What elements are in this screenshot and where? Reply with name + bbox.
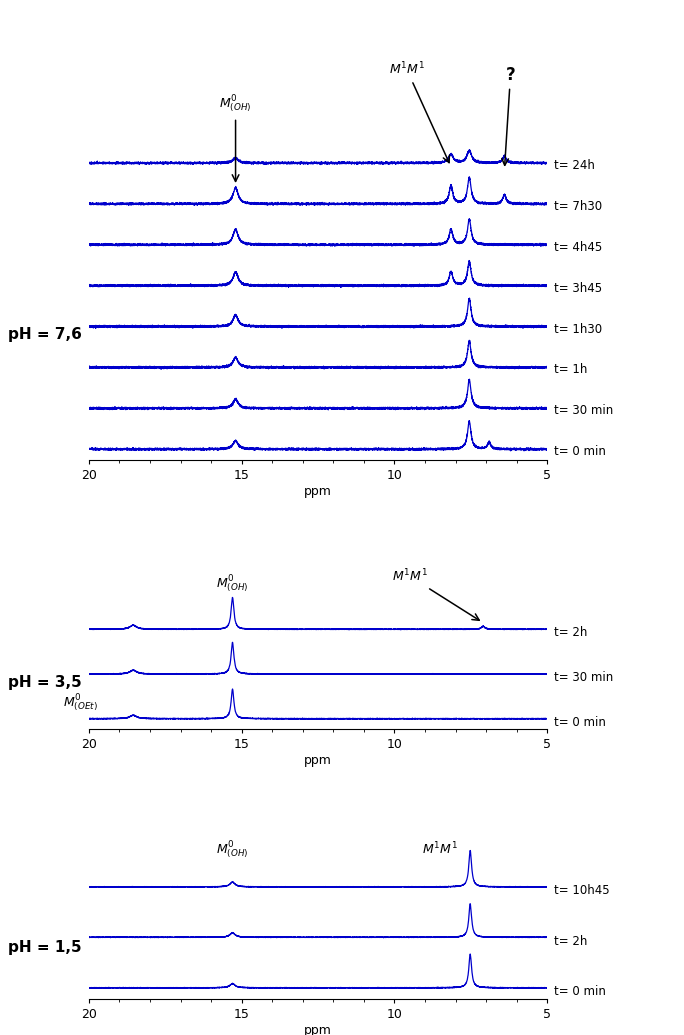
Text: $M^0_{(OH)}$: $M^0_{(OH)}$	[216, 839, 249, 861]
Text: t= 2h: t= 2h	[554, 935, 588, 948]
X-axis label: ppm: ppm	[304, 755, 332, 767]
Text: t= 2h: t= 2h	[554, 626, 588, 640]
Text: t= 10h45: t= 10h45	[554, 884, 609, 897]
Text: t= 7h30: t= 7h30	[554, 200, 603, 213]
Text: pH = 1,5: pH = 1,5	[8, 940, 82, 955]
Text: t= 24h: t= 24h	[554, 159, 595, 172]
Text: pH = 7,6: pH = 7,6	[8, 327, 82, 343]
Text: $M^0_{(OEt)}$: $M^0_{(OEt)}$	[64, 692, 98, 714]
X-axis label: ppm: ppm	[304, 484, 332, 498]
Text: $M^1M^1$: $M^1M^1$	[389, 61, 449, 162]
Text: ?: ?	[502, 65, 516, 166]
Text: t= 4h45: t= 4h45	[554, 241, 603, 254]
Text: t= 3h45: t= 3h45	[554, 282, 603, 295]
Text: t= 1h: t= 1h	[554, 363, 588, 377]
Text: t= 30 min: t= 30 min	[554, 671, 614, 684]
Text: $M^1M^1$: $M^1M^1$	[422, 840, 458, 857]
Text: t= 1h30: t= 1h30	[554, 323, 603, 335]
Text: $M^0_{(OH)}$: $M^0_{(OH)}$	[216, 573, 249, 595]
Text: $M^1M^1$: $M^1M^1$	[392, 568, 479, 620]
Text: pH = 3,5: pH = 3,5	[8, 676, 82, 690]
Text: t= 30 min: t= 30 min	[554, 405, 614, 417]
Text: t= 0 min: t= 0 min	[554, 445, 606, 459]
X-axis label: ppm: ppm	[304, 1024, 332, 1035]
Text: t= 0 min: t= 0 min	[554, 716, 606, 729]
Text: t= 0 min: t= 0 min	[554, 985, 606, 998]
Text: $M^0_{(OH)}$: $M^0_{(OH)}$	[220, 93, 252, 181]
